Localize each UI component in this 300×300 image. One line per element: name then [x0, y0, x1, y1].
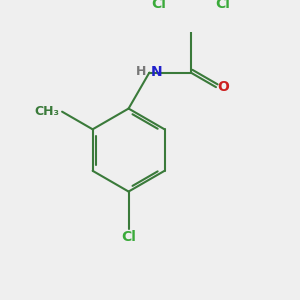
Text: Cl: Cl [121, 230, 136, 244]
Text: Cl: Cl [216, 0, 231, 11]
Text: CH₃: CH₃ [34, 105, 59, 118]
Text: O: O [217, 80, 229, 94]
Text: H: H [136, 65, 146, 78]
Text: N: N [151, 64, 162, 79]
Text: Cl: Cl [151, 0, 166, 11]
